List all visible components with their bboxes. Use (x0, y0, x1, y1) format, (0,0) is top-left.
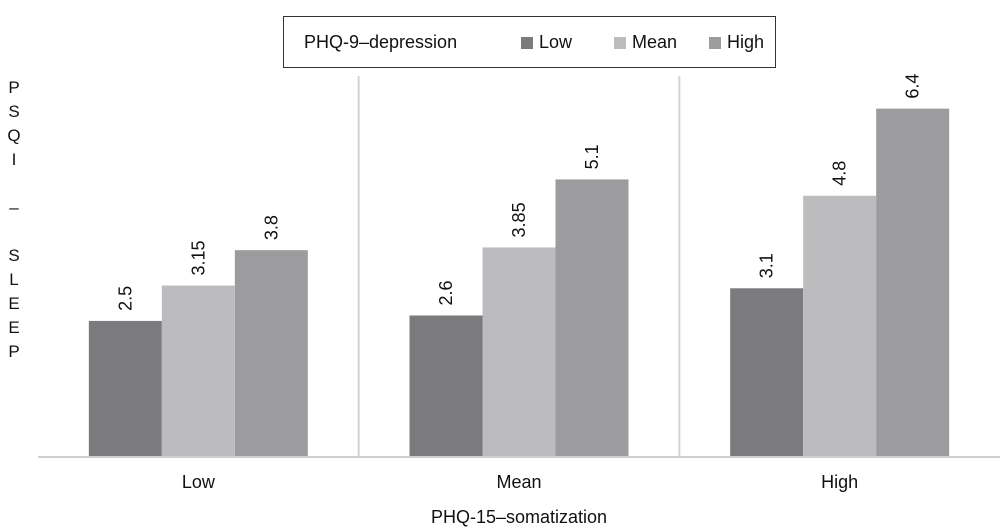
legend-label: Low (539, 32, 573, 52)
y-axis-label-letter (4, 172, 24, 196)
data-label: 2.6 (436, 280, 456, 305)
data-label: 2.5 (115, 286, 135, 311)
y-axis-label-letter: – (9, 198, 19, 217)
y-axis-label-letter (4, 220, 24, 244)
legend-label: Mean (632, 32, 678, 52)
legend-title: PHQ-9–depression (304, 32, 458, 52)
legend-swatch (614, 36, 626, 49)
x-tick-label: Low (182, 472, 216, 492)
bar-mean-high (803, 195, 877, 457)
legend-swatch (709, 36, 721, 49)
bar-low-low (88, 320, 162, 457)
data-label: 3.85 (509, 202, 529, 237)
y-axis-label-letter: P (8, 78, 20, 97)
data-label: 3.1 (757, 253, 777, 278)
data-label: 3.15 (188, 241, 208, 276)
legend-item-mean: Mean (614, 32, 677, 53)
y-axis-label-letter: E (8, 294, 20, 313)
y-axis-label-letter: S (8, 246, 20, 265)
y-axis-label-letter: L (9, 270, 19, 289)
bar-low-mean (409, 315, 483, 457)
y-axis-label-letter: E (8, 318, 20, 337)
data-label: 5.1 (582, 144, 602, 169)
bar-mean-low (161, 285, 235, 457)
y-axis-label-letter: Q (7, 126, 21, 145)
legend-swatch (521, 36, 533, 49)
y-axis-label-letter: P (8, 342, 20, 361)
legend-label: High (727, 32, 765, 52)
y-axis-label-letter: I (11, 150, 17, 169)
y-axis-label-letter: S (8, 102, 20, 121)
x-tick-label: High (821, 472, 858, 492)
bar-low-high (730, 288, 804, 457)
x-axis-title: PHQ-15–somatization (431, 507, 607, 527)
x-tick-label: Mean (496, 472, 541, 492)
y-axis-label: P S Q I – S L E E P (4, 76, 24, 364)
legend: PHQ-9–depression Low Mean High (283, 16, 776, 68)
legend-item-high: High (709, 32, 764, 53)
legend-item-low: Low (521, 32, 572, 53)
bar-mean-mean (482, 247, 556, 457)
bar-high-low (234, 250, 308, 457)
bar-high-high (876, 108, 950, 458)
bar-high-mean (555, 179, 629, 457)
data-label: 3.8 (261, 215, 281, 240)
data-label: 4.8 (830, 161, 850, 186)
data-label: 6.4 (903, 74, 923, 99)
